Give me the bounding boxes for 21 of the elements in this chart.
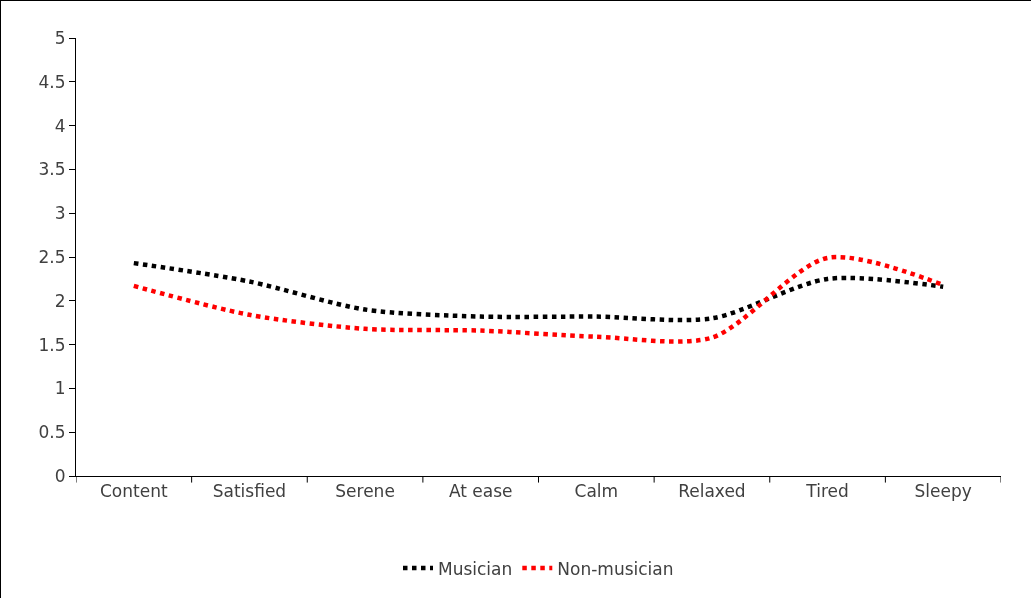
y-tick-label: 4.5 — [38, 71, 66, 92]
y-tick-label: 2.5 — [38, 246, 66, 267]
x-tick-label: Satisfied — [212, 481, 287, 502]
y-tick-label: 3.5 — [38, 159, 66, 180]
y-tick-label: 4 — [54, 115, 66, 136]
x-tick-label: Calm — [574, 481, 619, 502]
x-tick-label: Relaxed — [678, 481, 746, 502]
y-tick-label: 1 — [54, 378, 66, 399]
y-tick-label: 1.5 — [38, 334, 66, 355]
y-tick-label: 0 — [54, 465, 66, 486]
y-tick-label: 3 — [54, 203, 66, 224]
y-tick-label: 2 — [54, 290, 66, 311]
x-tick-label: Tired — [805, 481, 849, 502]
x-tick-label: Sleepy — [914, 481, 972, 502]
x-tick-label: At ease — [448, 481, 513, 502]
legend-label: Musician — [438, 558, 513, 579]
legend-label: Non-musician — [557, 558, 674, 579]
x-tick-label: Serene — [335, 481, 395, 502]
x-tick-label: Content — [100, 481, 168, 502]
y-tick-label: 5 — [54, 27, 66, 48]
y-tick-label: 0.5 — [38, 422, 66, 443]
